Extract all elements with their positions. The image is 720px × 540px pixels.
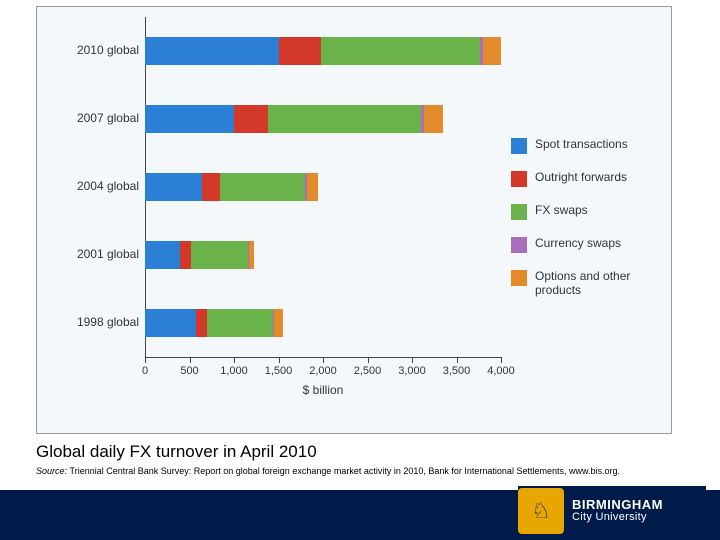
legend-swatch-icon: [511, 171, 527, 187]
logo-line1: BIRMINGHAM: [572, 498, 663, 512]
x-tick-label: 500: [180, 365, 198, 377]
chart-caption: Global daily FX turnover in April 2010: [36, 442, 317, 462]
x-tick-label: 3,500: [443, 365, 471, 377]
bar-segment: [145, 37, 279, 65]
bar-segment: [279, 37, 322, 65]
bar-segment: [191, 241, 248, 269]
legend-swatch-icon: [511, 270, 527, 286]
bar-segment: [424, 105, 444, 133]
bar-segment: [274, 309, 283, 337]
x-tick: [323, 357, 324, 363]
university-logo: ♘ BIRMINGHAM City University: [518, 486, 706, 536]
bar-segment: [202, 173, 220, 201]
x-tick: [145, 357, 146, 363]
x-tick-label: 2,000: [309, 365, 337, 377]
slide: $ billion Spot transactions Outright forw…: [0, 0, 720, 540]
x-tick-label: 2,500: [354, 365, 382, 377]
chart-source: Source: Triennial Central Bank Survey: R…: [36, 466, 620, 476]
y-tick-label: 2004 global: [49, 179, 139, 193]
logo-crest-icon: ♘: [518, 488, 564, 534]
legend-item: Outright forwards: [511, 170, 661, 187]
bar-segment: [307, 173, 318, 201]
x-tick: [190, 357, 191, 363]
legend-item: Options and other products: [511, 269, 661, 298]
legend-item: FX swaps: [511, 203, 661, 220]
logo-text: BIRMINGHAM City University: [572, 498, 663, 523]
legend-label: FX swaps: [535, 203, 588, 217]
x-tick: [412, 357, 413, 363]
legend-label: Currency swaps: [535, 236, 621, 250]
bar-segment: [180, 241, 192, 269]
bar-segment: [145, 309, 196, 337]
bar-segment: [249, 241, 254, 269]
source-text: Triennial Central Bank Survey: Report on…: [70, 466, 620, 476]
bar-segment: [220, 173, 305, 201]
legend-label: Options and other products: [535, 269, 661, 298]
x-tick: [501, 357, 502, 363]
bar-segment: [234, 105, 268, 133]
bar-segment: [145, 241, 180, 269]
y-tick-label: 2007 global: [49, 111, 139, 125]
legend-item: Spot transactions: [511, 137, 661, 154]
legend-label: Outright forwards: [535, 170, 627, 184]
x-axis-title: $ billion: [145, 383, 501, 397]
bar-segment: [483, 37, 501, 65]
source-prefix: Source:: [36, 466, 70, 476]
legend-swatch-icon: [511, 138, 527, 154]
bar-segment: [145, 105, 234, 133]
legend-label: Spot transactions: [535, 137, 628, 151]
bar-segment: [321, 37, 479, 65]
legend-item: Currency swaps: [511, 236, 661, 253]
chart-frame: $ billion Spot transactions Outright forw…: [36, 6, 672, 434]
bar-segment: [145, 173, 202, 201]
x-tick: [234, 357, 235, 363]
x-tick: [279, 357, 280, 363]
y-tick-label: 2001 global: [49, 247, 139, 261]
legend: Spot transactions Outright forwards FX swa…: [511, 137, 661, 314]
x-tick: [457, 357, 458, 363]
y-tick-label: 2010 global: [49, 43, 139, 57]
legend-swatch-icon: [511, 237, 527, 253]
x-tick-label: 1,500: [265, 365, 293, 377]
bar-segment: [207, 309, 273, 337]
x-tick-label: 0: [142, 365, 148, 377]
x-tick-label: 3,000: [398, 365, 426, 377]
legend-swatch-icon: [511, 204, 527, 220]
x-tick-label: 1,000: [220, 365, 248, 377]
x-tick: [368, 357, 369, 363]
x-tick-label: 4,000: [487, 365, 515, 377]
y-tick-label: 1998 global: [49, 315, 139, 329]
logo-line2: City University: [572, 512, 663, 524]
bar-segment: [268, 105, 421, 133]
plot-area: [145, 17, 501, 357]
bar-segment: [196, 309, 208, 337]
